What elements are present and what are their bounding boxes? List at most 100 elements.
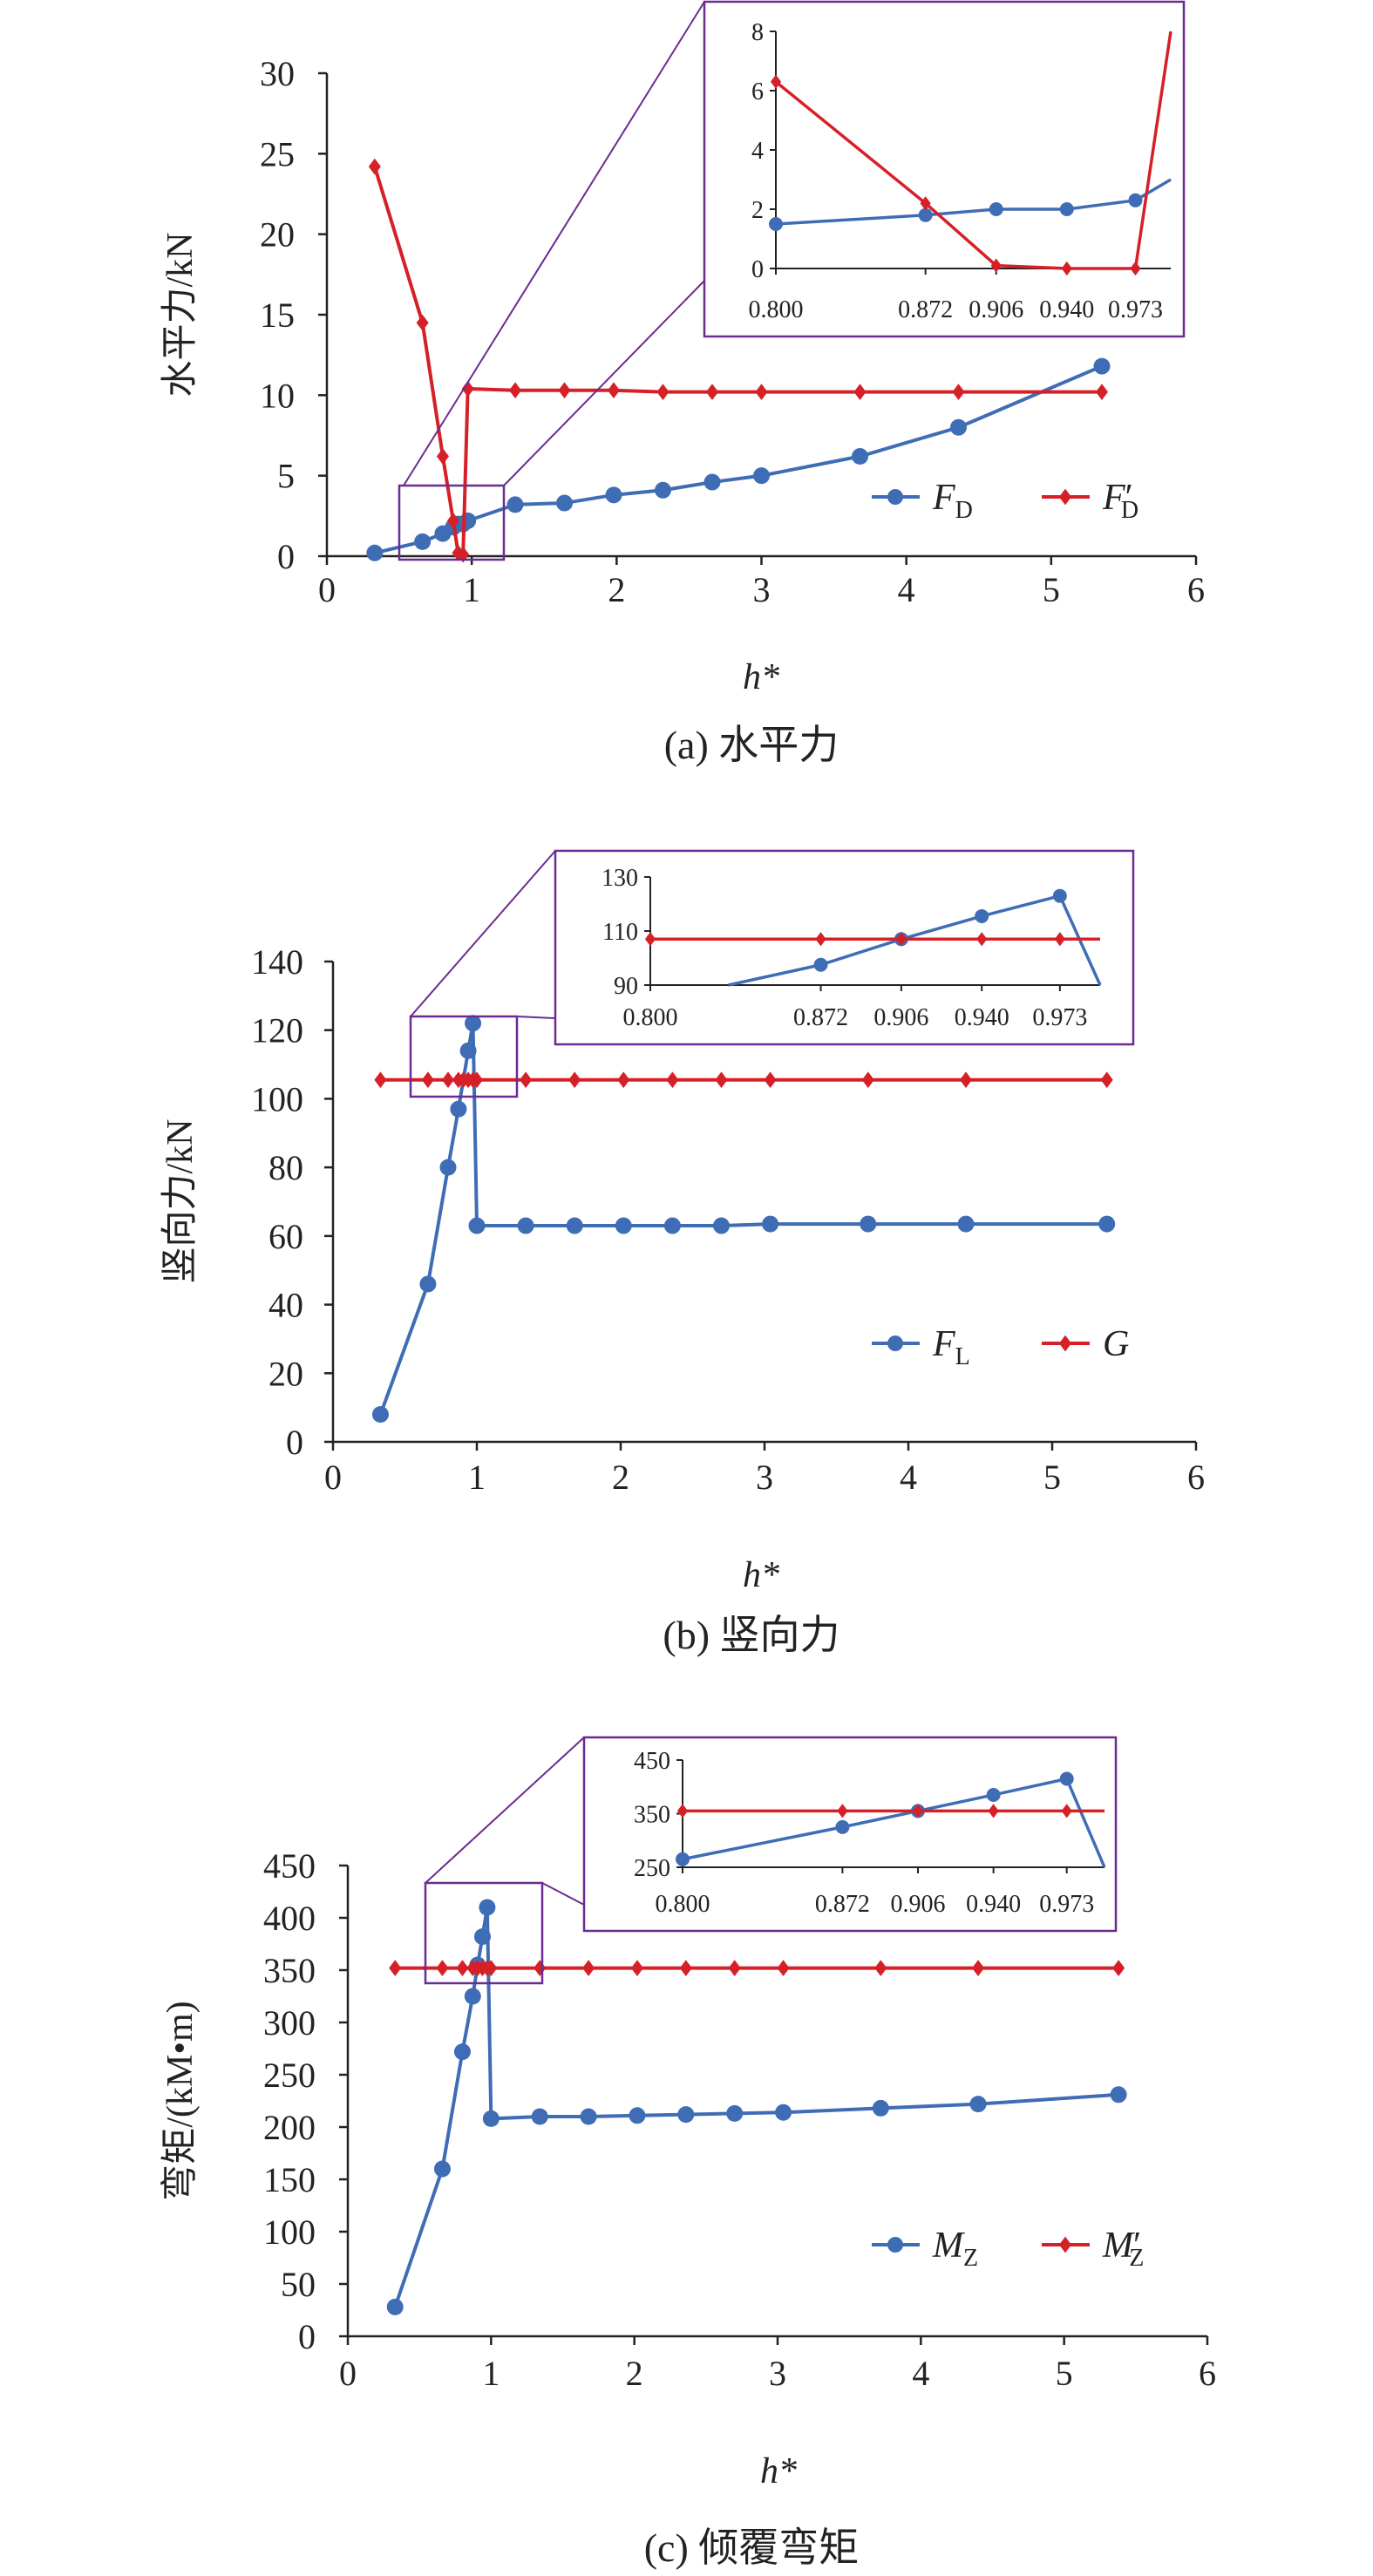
x-axis-title: h*: [743, 1555, 779, 1595]
panel-c-overturning-moment: (c) 倾覆弯矩 0 1 2 3 4 5 6 0 50 100 150 200 250 300 350 400…: [160, 1736, 1216, 2570]
inset-y-tick-label: 6: [751, 78, 764, 105]
data-point: [949, 418, 967, 436]
zoom-region-box: [409, 1015, 519, 1098]
panel-b-vertical-force: (b) 竖向力 0 1 2 3 4 5 6020406080100120140竖向力/kNh…: [160, 849, 1205, 1657]
data-point: [580, 2108, 597, 2125]
data-point: [969, 2096, 987, 2113]
legend-marker: [1058, 2236, 1072, 2253]
legend-label: F′D: [1102, 478, 1139, 524]
y-tick-label: 350: [263, 1951, 316, 1990]
data-point: [470, 1071, 484, 1089]
inset-series-red: [644, 932, 1100, 947]
inset-y-tick-label: 90: [614, 973, 638, 1000]
inset-data-point: [769, 217, 783, 231]
inset-y-tick-label: 250: [634, 1855, 670, 1882]
inset-data-point: [989, 202, 1003, 216]
panel-b-caption: (b) 竖向力: [663, 1613, 839, 1657]
data-point: [531, 2108, 548, 2125]
data-point: [582, 1960, 595, 1976]
inset-x-tick-label: 0.940: [955, 1004, 1009, 1031]
inset-x-tick-label: 0.906: [891, 1891, 946, 1918]
data-point: [439, 1159, 457, 1176]
x-tick-label: 3: [769, 2354, 786, 2393]
data-point: [713, 1217, 730, 1234]
data-point: [874, 1960, 887, 1976]
data-point: [446, 512, 459, 529]
x-tick-label: 0: [339, 2354, 357, 2393]
x-axis-title: h*: [743, 657, 779, 697]
inset-series-blue: [676, 1771, 1106, 1868]
data-point: [441, 1071, 455, 1089]
x-tick-label: 5: [1056, 2354, 1073, 2393]
x-tick-label: 3: [753, 570, 771, 609]
zoom-annotation: [398, 1, 705, 561]
x-tick-label: 1: [482, 2354, 500, 2393]
inset-x-tick-label: 0.872: [793, 1004, 848, 1031]
inset-data-point: [912, 1804, 924, 1818]
legend-label: G: [1103, 1324, 1129, 1364]
inset-x-tick-label: 0.800: [749, 296, 804, 323]
legend-marker: [1058, 1335, 1072, 1352]
data-point: [872, 2099, 889, 2117]
inset-data-point: [815, 932, 826, 947]
inset-data-point: [986, 1787, 1001, 1802]
zoom-connector: [516, 1016, 556, 1019]
data-point: [764, 1071, 777, 1089]
data-point: [433, 2160, 451, 2178]
x-tick-label: 1: [468, 1458, 486, 1497]
inset-data-point: [837, 1804, 848, 1818]
inset-series-red: [676, 1804, 1105, 1818]
data-point: [615, 1217, 632, 1234]
zoom-connector: [425, 1737, 585, 1884]
x-tick-label: 6: [1187, 1458, 1205, 1497]
data-point: [1093, 357, 1111, 375]
y-tick-label: 30: [260, 54, 295, 93]
series-line: [372, 166, 1102, 557]
data-point: [389, 1960, 402, 1976]
data-point: [459, 512, 477, 529]
x-axis-title: h*: [760, 2451, 797, 2491]
inset-y-tick-label: 0: [751, 256, 764, 283]
data-point: [468, 1217, 486, 1234]
inset-x-tick-label: 0.973: [1032, 1004, 1087, 1031]
inset-data-point: [770, 74, 782, 89]
zoom-connector: [503, 280, 705, 486]
data-point: [366, 544, 384, 561]
data-point: [630, 1960, 643, 1976]
data-point: [959, 1071, 973, 1089]
inset-data-point: [918, 207, 933, 222]
inset-data-point: [895, 932, 907, 947]
data-point: [726, 2104, 744, 2122]
y-axis-title: 水平力/kN: [160, 232, 201, 397]
y-tick-label: 80: [268, 1148, 303, 1187]
inset-data-point: [1052, 888, 1067, 903]
inset-chart: 90 110 130 0.800 0.872 0.906 0.940 0.973: [554, 849, 1135, 1046]
data-point: [777, 1960, 790, 1976]
y-tick-label: 50: [281, 2265, 316, 2304]
y-tick-label: 100: [251, 1079, 303, 1118]
inset-series-blue: [769, 178, 1172, 231]
y-tick-label: 10: [260, 376, 295, 415]
inset-x-tick-label: 0.800: [623, 1004, 678, 1031]
inset-data-point: [988, 1804, 999, 1818]
legend-label: FL: [932, 1324, 970, 1370]
data-point: [715, 1071, 728, 1089]
series-line: [378, 1023, 1107, 1416]
data-point: [482, 2110, 500, 2127]
data-point: [419, 1275, 437, 1293]
data-point: [566, 1217, 583, 1234]
zoom-region-box: [398, 484, 506, 561]
x-tick-label: 4: [900, 1458, 917, 1497]
y-tick-label: 0: [298, 2317, 316, 2356]
inset-y-tick-label: 4: [751, 138, 764, 165]
series-blue: [386, 1899, 1127, 2315]
data-point: [656, 384, 670, 401]
data-point: [374, 1071, 387, 1089]
y-tick-label: 5: [277, 457, 295, 496]
y-axis-title: 弯矩/(kM•m): [160, 2001, 201, 2200]
inset-data-point: [990, 258, 1002, 273]
series-red: [374, 1071, 1113, 1089]
data-point: [436, 1960, 449, 1976]
data-point: [703, 473, 721, 491]
inset-series-red: [770, 31, 1172, 276]
